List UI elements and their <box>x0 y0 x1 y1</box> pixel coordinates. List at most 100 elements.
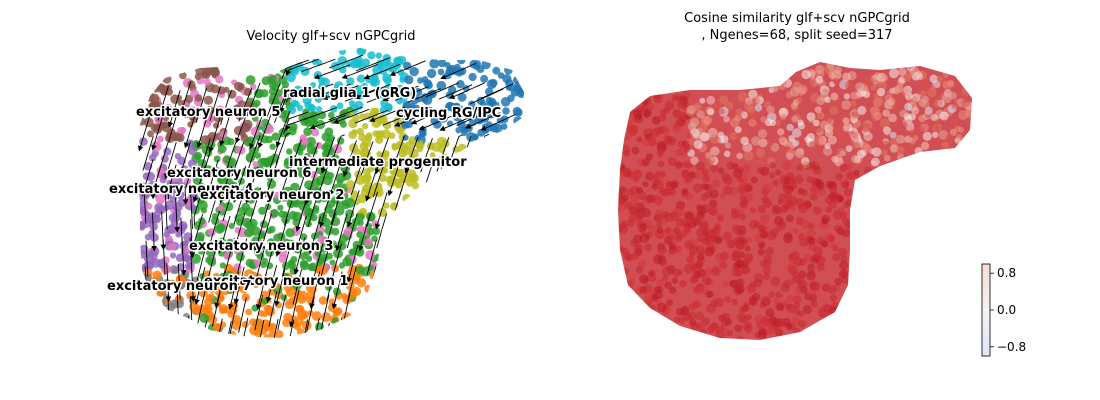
cosine-point <box>915 71 923 79</box>
cell-point <box>304 277 313 285</box>
velocity-arrow <box>440 74 447 80</box>
cell-point <box>152 86 159 93</box>
cluster-label-radial-glia-1: radial glia 1 (oRG) <box>283 86 416 101</box>
cosine-point <box>791 115 799 123</box>
cosine-point <box>792 139 800 147</box>
cosine-point <box>693 271 701 279</box>
streamline <box>255 246 266 282</box>
cosine-point <box>896 153 905 162</box>
cosine-point <box>736 152 743 160</box>
streamline <box>306 142 319 178</box>
streamline <box>392 135 405 170</box>
streamline <box>320 190 332 226</box>
cell-point <box>318 83 327 92</box>
streamline <box>238 297 247 333</box>
cosine-point <box>810 193 818 201</box>
cell-point <box>338 65 347 74</box>
velocity-arrowheads <box>137 69 487 328</box>
streamline <box>266 142 280 177</box>
cosine-point <box>734 288 742 296</box>
cosine-point <box>621 220 629 228</box>
streamline <box>325 212 337 248</box>
cell-point <box>170 187 178 195</box>
cosine-point <box>779 113 787 121</box>
streamline <box>328 106 363 121</box>
cosine-point <box>712 102 720 111</box>
streamline <box>320 294 330 331</box>
cosine-point <box>726 330 734 337</box>
cell-point <box>215 75 224 84</box>
streamline <box>330 159 343 194</box>
streamline <box>196 291 206 327</box>
cosine-point <box>857 105 867 115</box>
cosine-point <box>876 72 887 83</box>
cosine-point <box>756 320 765 329</box>
cell-point <box>468 72 477 82</box>
cosine-point <box>744 245 751 252</box>
cosine-point <box>839 163 848 172</box>
cell-point <box>219 262 226 269</box>
cell-point <box>331 317 339 325</box>
cosine-point <box>701 168 709 176</box>
cell-point <box>151 184 161 195</box>
cosine-point <box>641 158 650 167</box>
velocity-arrow <box>275 140 282 148</box>
cell-point <box>271 132 280 141</box>
cosine-point <box>845 145 853 153</box>
cell-point <box>315 90 323 98</box>
cosine-point <box>887 97 896 106</box>
cell-point <box>290 256 298 263</box>
streamline <box>283 191 296 226</box>
cell-point <box>172 201 183 212</box>
cosine-point <box>945 133 954 142</box>
cell-point <box>381 167 389 174</box>
cell-point <box>239 285 248 294</box>
cosine-point <box>660 210 669 219</box>
cosine-point <box>643 243 653 252</box>
streamline <box>167 107 180 143</box>
cosine-point <box>781 145 790 153</box>
cosine-point <box>765 246 775 256</box>
cell-point <box>328 240 338 249</box>
cosine-point <box>644 291 653 300</box>
cosine-point <box>662 266 672 277</box>
cell-point <box>227 311 235 318</box>
cell-point <box>348 291 357 300</box>
cosine-point <box>684 146 691 153</box>
cosine-point <box>772 179 779 187</box>
cell-point <box>410 161 417 168</box>
cosine-point <box>799 238 809 248</box>
cosine-point <box>745 314 753 321</box>
cosine-point <box>661 275 669 282</box>
cell-point <box>311 311 322 321</box>
cosine-point <box>851 111 859 119</box>
cosine-point <box>801 220 810 229</box>
cell-point <box>402 193 412 203</box>
cell-point <box>382 73 392 83</box>
velocity-arrow <box>253 245 260 252</box>
cosine-point <box>793 302 801 310</box>
cosine-point <box>734 126 742 134</box>
cosine-point <box>658 187 667 196</box>
cosine-point <box>800 140 807 147</box>
cosine-point <box>882 109 890 117</box>
velocity-arrow <box>194 298 200 305</box>
cosine-point <box>664 281 672 290</box>
cell-point <box>241 293 250 302</box>
cosine-point <box>813 246 823 257</box>
cell-point <box>163 231 170 238</box>
streamline <box>254 294 264 331</box>
cosine-point <box>674 245 682 253</box>
cosine-point <box>706 95 716 105</box>
cosine-point <box>722 185 733 196</box>
cosine-point <box>623 149 631 157</box>
cosine-point <box>672 109 682 118</box>
streamline <box>316 64 351 78</box>
cell-point <box>418 129 427 138</box>
cell-point <box>356 213 365 222</box>
cosine-point <box>618 203 627 212</box>
cosine-point <box>656 244 667 255</box>
cell-point <box>405 140 415 151</box>
streamline <box>320 243 331 280</box>
cosine-point <box>767 112 777 123</box>
